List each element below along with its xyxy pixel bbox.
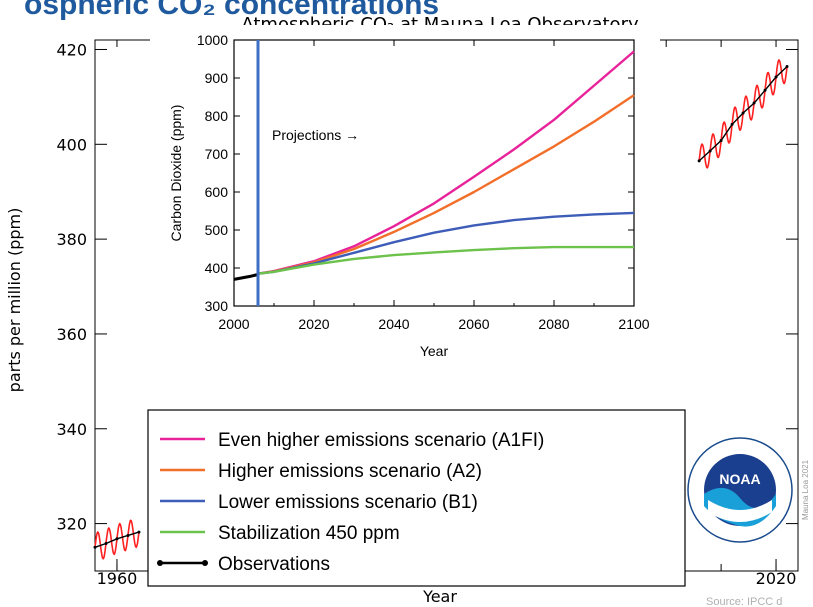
legend-item: Even higher emissions scenario (A1FI) <box>160 430 544 451</box>
source-credit: Source: IPCC d <box>706 596 782 607</box>
inset-x-axis-label: Year <box>420 343 449 359</box>
legend-item: Higher emissions scenario (A2) <box>160 461 482 482</box>
inset-y-tick-label: 700 <box>205 146 229 162</box>
main-y-tick-label: 400 <box>56 135 87 154</box>
inset-y-tick-label: 400 <box>205 260 229 276</box>
main-data-point <box>730 122 734 126</box>
main-data-point <box>104 542 108 546</box>
main-data-point <box>708 149 712 153</box>
main-x-tick-label: 2020 <box>756 569 797 588</box>
side-note: Mauna Loa 2021 <box>801 459 810 520</box>
inset-y-tick-label: 300 <box>205 298 229 314</box>
main-data-point <box>785 65 789 69</box>
legend-marker <box>202 560 208 566</box>
inset-series-group <box>233 50 635 281</box>
main-y-tick-label: 360 <box>56 325 87 344</box>
main-data-point <box>774 75 778 79</box>
inset-y-tick-label: 500 <box>205 222 229 238</box>
main-y-tick-label: 380 <box>56 230 87 249</box>
main-data-point <box>752 101 756 105</box>
inset-observations-line <box>233 273 259 281</box>
legend-box <box>147 409 686 587</box>
main-y-axis-label: parts per million (ppm) <box>5 208 24 393</box>
main-data-point <box>93 545 97 549</box>
main-y-tick-label: 340 <box>56 420 87 439</box>
inset-x-tick-label: 2060 <box>458 316 489 332</box>
legend-label: Stabilization 450 ppm <box>218 523 400 544</box>
inset-y-tick-label: 600 <box>205 184 229 200</box>
legend: Even higher emissions scenario (A1FI) Hig… <box>157 430 544 575</box>
main-data-point <box>697 159 701 163</box>
inset-x-tick-label: 2020 <box>298 316 329 332</box>
inset-scenario-line <box>257 245 634 275</box>
inset-x-tick-label: 2040 <box>378 316 409 332</box>
main-data-point <box>741 111 745 115</box>
noaa-logo: NOAA <box>687 437 793 543</box>
main-data-point <box>763 88 767 92</box>
inset-x-tick-label: 2000 <box>218 316 249 332</box>
main-data-point <box>115 537 119 541</box>
inset-plot-frame <box>233 39 635 307</box>
inset-y-tick-label: 1000 <box>197 32 228 48</box>
legend-label: Higher emissions scenario (A2) <box>218 461 482 482</box>
legend-item: Lower emissions scenario (B1) <box>160 492 478 513</box>
main-y-tick-label: 320 <box>56 515 87 534</box>
main-x-axis-label: Year <box>422 587 457 606</box>
main-data-point <box>126 533 130 537</box>
inset-y-axis-label: Carbon Dioxide (ppm) <box>168 105 184 242</box>
inset-x-tick-label: 2100 <box>618 316 649 332</box>
legend-item: Observations <box>157 554 330 575</box>
main-axis-ticks: 320 340 360 380 400 420 1960 2020 <box>56 40 798 588</box>
main-y-tick-label: 420 <box>56 40 87 59</box>
inset-y-tick-label: 800 <box>205 108 229 124</box>
noaa-logo-text: NOAA <box>719 471 760 487</box>
legend-label: Observations <box>218 554 330 575</box>
projections-annotation: Projections → <box>272 127 359 143</box>
inset-y-tick-label: 900 <box>205 70 229 86</box>
main-data-point <box>137 530 141 534</box>
legend-item: Stabilization 450 ppm <box>160 523 400 544</box>
legend-label: Even higher emissions scenario (A1FI) <box>218 430 544 451</box>
inset-x-tick-label: 2080 <box>538 316 569 332</box>
legend-label: Lower emissions scenario (B1) <box>218 492 478 513</box>
inset-axis-ticks: 300 400 500 600 700 800 900 1000 2000 2020 2040 206… <box>197 32 650 332</box>
main-data-point <box>719 139 723 143</box>
slide-title: ospheric CO₂ concentrations <box>24 0 439 21</box>
main-x-tick-label: 1960 <box>97 569 138 588</box>
main-series-group <box>93 59 789 560</box>
legend-marker <box>157 560 163 566</box>
